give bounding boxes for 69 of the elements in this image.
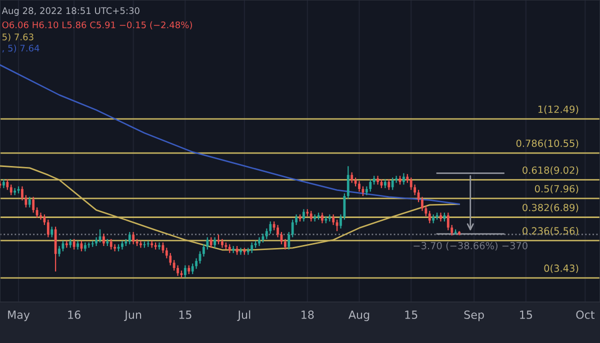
candlestick bbox=[302, 208, 305, 222]
candlestick bbox=[132, 231, 135, 245]
annotation: −3.70 (−38.66%) −370 bbox=[414, 242, 528, 250]
x-tick-label: 16 bbox=[68, 310, 80, 319]
ref-line-label: 0.5(7.96) bbox=[534, 184, 578, 194]
candlestick bbox=[250, 242, 254, 254]
candlestick bbox=[72, 238, 76, 250]
annotation: , 5) 7.64 bbox=[2, 44, 40, 53]
ref-line-label: 0.786(10.55) bbox=[516, 139, 578, 148]
candlestick bbox=[414, 184, 416, 196]
annotation: O6.06 H6.10 L5.86 C5.91 −0.15 (−2.48%) bbox=[2, 21, 192, 30]
x-tick-label: Aug bbox=[348, 310, 370, 322]
candlestick bbox=[32, 196, 35, 214]
candlestick bbox=[391, 177, 394, 190]
candlestick bbox=[195, 258, 198, 270]
annotation: 5) 7.63 bbox=[2, 33, 34, 42]
annotation: Aug 28, 2022 18:51 UTC+5:30 bbox=[2, 7, 140, 16]
candlestick bbox=[110, 238, 112, 250]
candlestick bbox=[350, 172, 354, 184]
candlestick bbox=[265, 228, 268, 240]
candlestick bbox=[332, 214, 335, 226]
x-tick-label: 15 bbox=[405, 310, 418, 319]
candlestick bbox=[288, 231, 290, 250]
candlestick bbox=[269, 220, 272, 234]
candlestick bbox=[184, 264, 186, 278]
candlestick bbox=[284, 238, 286, 250]
ref-line-label: 0(3.43) bbox=[544, 264, 578, 274]
candlestick bbox=[210, 236, 212, 248]
candlestick bbox=[28, 196, 31, 208]
candlestick bbox=[58, 245, 60, 258]
x-tick-label: 15 bbox=[520, 310, 532, 319]
x-tick-label: Oct bbox=[576, 310, 595, 319]
candlestick bbox=[6, 178, 9, 190]
candlestick bbox=[102, 233, 105, 247]
candlestick bbox=[421, 196, 424, 212]
ref-line-label: 0.382(6.89) bbox=[522, 204, 578, 212]
ref-line-label: 1(12.49) bbox=[538, 105, 578, 114]
candlestick bbox=[321, 212, 324, 224]
candlestick bbox=[50, 226, 54, 238]
candlestick bbox=[446, 212, 450, 231]
candlestick bbox=[310, 210, 312, 222]
candlestick bbox=[158, 242, 160, 250]
candlestick bbox=[169, 252, 172, 266]
candlestick bbox=[202, 244, 205, 258]
x-tick-label: Jul bbox=[237, 310, 250, 321]
candlestick bbox=[402, 172, 405, 186]
ref-line-label: 0.618(9.02) bbox=[522, 166, 578, 175]
candlestick bbox=[43, 214, 46, 226]
candlestick bbox=[214, 236, 216, 248]
candlestick bbox=[276, 224, 279, 238]
candlestick bbox=[128, 231, 131, 245]
candlestick bbox=[46, 219, 50, 238]
candlestick bbox=[369, 178, 372, 192]
x-tick-label: Sep bbox=[464, 310, 484, 322]
x-tick-label: 15 bbox=[179, 310, 192, 319]
candlestick bbox=[410, 177, 412, 190]
candlestick bbox=[10, 184, 12, 196]
candlestick bbox=[450, 224, 454, 236]
x-tick-label: May bbox=[8, 310, 30, 322]
x-tick-label: Jun bbox=[124, 310, 142, 321]
candlestick bbox=[358, 180, 360, 192]
candlestick bbox=[428, 210, 431, 224]
candlestick bbox=[165, 247, 168, 259]
candlestick bbox=[21, 186, 24, 201]
candlestick bbox=[176, 264, 179, 276]
ref-line-label: 0.236(5.56) bbox=[522, 227, 578, 236]
x-tick-label: 18 bbox=[302, 310, 314, 319]
candlestick bbox=[388, 178, 390, 190]
candlestick bbox=[346, 166, 350, 200]
